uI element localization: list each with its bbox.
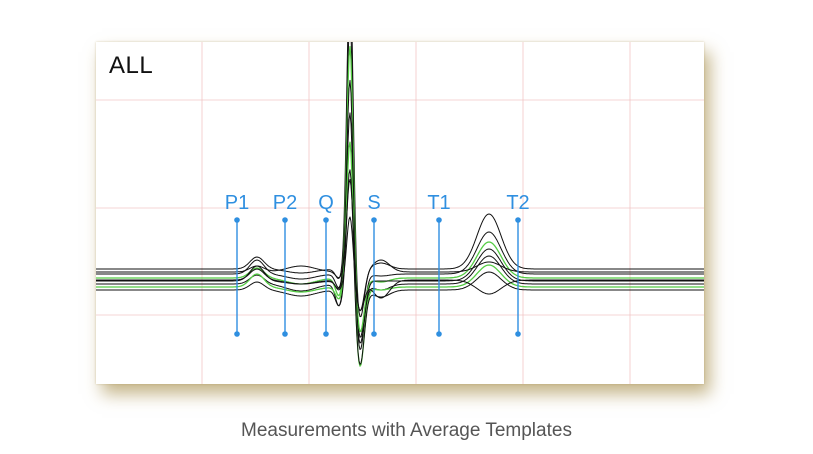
marker-top-dot-q bbox=[323, 217, 329, 223]
marker-label-t1: T1 bbox=[427, 192, 450, 214]
marker-top-dot-p1 bbox=[234, 217, 240, 223]
template-trace bbox=[96, 216, 704, 311]
marker-bottom-dot-t1 bbox=[436, 331, 442, 337]
marker-bottom-dot-p1 bbox=[234, 331, 240, 337]
lead-label: ALL bbox=[109, 52, 154, 79]
marker-top-dot-t2 bbox=[515, 217, 521, 223]
marker-bottom-dot-q bbox=[323, 331, 329, 337]
marker-top-dot-s bbox=[371, 217, 377, 223]
marker-bottom-dot-p2 bbox=[282, 331, 288, 337]
marker-top-dot-p2 bbox=[282, 217, 288, 223]
template-trace bbox=[96, 112, 704, 344]
template-trace bbox=[96, 179, 704, 312]
ecg-plot: P1 P2 Q S T1 T2 bbox=[96, 42, 704, 384]
marker-bottom-dot-s bbox=[371, 331, 377, 337]
marker-label-s: S bbox=[367, 192, 380, 214]
average-template-trace bbox=[96, 141, 704, 367]
marker-top-dot-t1 bbox=[436, 217, 442, 223]
marker-label-p1: P1 bbox=[225, 192, 249, 214]
marker-label-p2: P2 bbox=[273, 192, 297, 214]
marker-bottom-dot-t2 bbox=[515, 331, 521, 337]
template-trace bbox=[96, 42, 704, 318]
average-template-trace bbox=[96, 45, 704, 333]
template-trace bbox=[96, 169, 704, 365]
marker-label-t2: T2 bbox=[506, 192, 529, 214]
ecg-template-panel: P1 P2 Q S T1 T2 ALL bbox=[96, 42, 704, 384]
marker-label-q: Q bbox=[318, 192, 334, 214]
template-trace bbox=[96, 79, 704, 350]
template-trace bbox=[96, 42, 704, 338]
figure-caption: Measurements with Average Templates bbox=[241, 420, 572, 441]
